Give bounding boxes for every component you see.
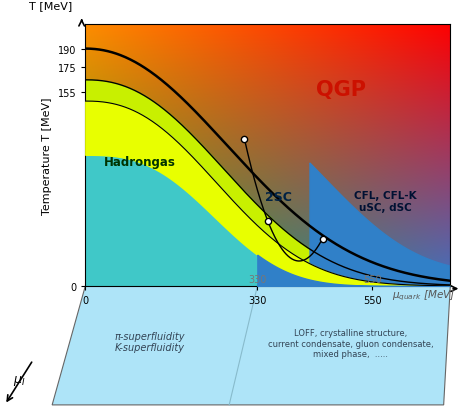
Y-axis label: Temperature T [MeV]: Temperature T [MeV] <box>42 97 52 214</box>
Text: LOFF, crystalline structure,
current condensate, gluon condensate,
mixed phase, : LOFF, crystalline structure, current con… <box>268 329 433 358</box>
Text: 550: 550 <box>363 274 382 284</box>
Line: 2 pts: 2 pts <box>229 286 257 405</box>
Point <box>255 284 260 289</box>
Text: $\mu_{quark}$ [MeV]: $\mu_{quark}$ [MeV] <box>392 288 455 303</box>
Text: Hadrongas: Hadrongas <box>104 155 176 168</box>
Point <box>226 402 232 407</box>
Polygon shape <box>52 286 450 405</box>
Text: CFL, CFL-K
uSC, dSC: CFL, CFL-K uSC, dSC <box>354 191 417 212</box>
Text: $\mu_I$: $\mu_I$ <box>13 373 25 387</box>
Text: 330: 330 <box>248 274 266 284</box>
Text: π-superfluidity
K-superfluidity: π-superfluidity K-superfluidity <box>115 331 185 352</box>
Text: T [MeV]: T [MeV] <box>29 2 72 11</box>
Text: 2SC: 2SC <box>265 190 292 203</box>
Text: QGP: QGP <box>316 79 366 99</box>
